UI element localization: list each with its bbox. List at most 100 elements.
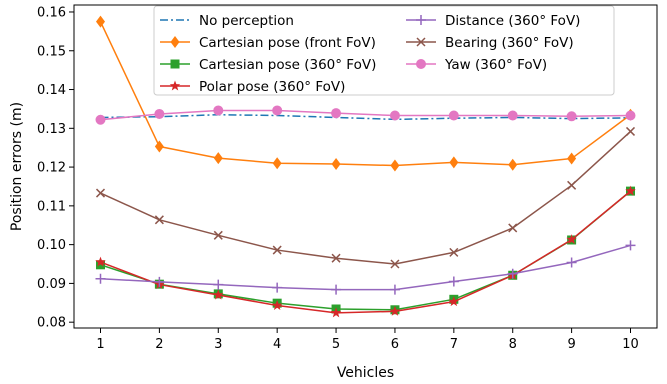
legend-label: Distance (360° FoV) [445, 13, 580, 29]
x-tick-label: 8 [509, 337, 517, 352]
x-tick-label: 3 [214, 337, 222, 352]
data-point [95, 114, 106, 125]
data-point [154, 140, 164, 153]
x-tick-label: 10 [622, 337, 639, 352]
data-point [95, 256, 106, 267]
legend-label: Cartesian pose (front FoV) [199, 35, 376, 51]
x-tick-label: 2 [155, 337, 163, 352]
y-tick-label: 0.11 [37, 199, 66, 214]
y-tick-label: 0.12 [37, 161, 66, 176]
data-point [213, 105, 224, 116]
legend-swatch-marker [169, 80, 181, 91]
y-tick-label: 0.16 [37, 5, 66, 20]
y-axis: 0.08 0.09 0.10 0.11 0.12 0.13 0.14 0.15 0.16 [37, 5, 74, 331]
data-point [508, 223, 518, 233]
legend-label: Polar pose (360° FoV) [199, 79, 345, 95]
x-tick-label: 6 [391, 337, 399, 352]
y-tick-label: 0.10 [37, 238, 66, 253]
legend-swatch-marker [416, 15, 426, 25]
data-point [213, 230, 223, 240]
legend-label: No perception [199, 13, 294, 29]
data-point [95, 273, 106, 284]
x-axis-title: Vehicles [337, 365, 394, 381]
x-tick-label: 9 [567, 337, 575, 352]
legend-label: Bearing (360° FoV) [445, 35, 574, 51]
y-tick-label: 0.08 [37, 316, 66, 331]
data-point [390, 159, 400, 172]
y-tick-label: 0.14 [37, 83, 66, 98]
legend-entry: Polar pose (360° FoV) [160, 79, 345, 95]
data-point [566, 234, 577, 245]
data-point [566, 257, 577, 268]
data-point [448, 296, 460, 307]
legend-entry: Bearing (360° FoV) [406, 35, 574, 51]
data-point [566, 111, 577, 122]
data-point [213, 289, 224, 300]
data-point [213, 279, 224, 290]
data-point [272, 282, 283, 293]
legend-swatch-marker [170, 59, 180, 69]
data-point [331, 157, 341, 170]
data-point [508, 158, 518, 171]
legend-label: Cartesian pose (360° FoV) [199, 57, 376, 73]
x-tick-label: 1 [96, 337, 104, 352]
data-point [448, 110, 459, 121]
series-bearing-360-fov [95, 126, 636, 269]
legend-entry: Distance (360° FoV) [406, 13, 580, 29]
data-point [154, 276, 165, 287]
data-point [625, 185, 636, 196]
legend-entry: No perception [160, 13, 294, 29]
data-point [96, 260, 105, 270]
x-tick-label: 5 [332, 337, 340, 352]
x-tick-label: 4 [273, 337, 281, 352]
data-point [625, 126, 636, 136]
data-point [154, 215, 164, 225]
data-point [331, 284, 342, 295]
series-distance-360-fov [95, 240, 636, 295]
data-point [331, 108, 342, 119]
data-point [507, 268, 518, 279]
series-yaw-360-fov [95, 105, 636, 125]
data-point [272, 245, 282, 255]
data-point [449, 247, 459, 257]
legend: No perception Cartesian pose (front FoV) C… [153, 5, 615, 96]
data-point [390, 259, 400, 269]
data-point [448, 276, 459, 287]
data-point [272, 105, 283, 116]
data-point [567, 152, 577, 165]
data-point [389, 110, 400, 121]
plot-frame [73, 4, 658, 329]
series-line [100, 244, 631, 291]
y-axis-title: Position errors (m) [9, 102, 25, 231]
data-point [331, 253, 341, 263]
x-tick-label: 7 [450, 337, 458, 352]
legend-entry: Cartesian pose (360° FoV) [160, 57, 376, 73]
x-axis: 1 2 3 4 5 6 7 8 9 10 [96, 328, 639, 352]
data-point [96, 15, 105, 28]
legend-swatch-marker [170, 36, 180, 48]
data-point [449, 156, 459, 169]
series-line [99, 21, 631, 167]
data-point [272, 157, 282, 170]
plot-area [95, 15, 636, 318]
legend-entry: Yaw (360° FoV) [406, 57, 547, 73]
legend-swatch-marker [416, 37, 426, 47]
legend-label: Yaw (360° FoV) [444, 57, 547, 73]
y-tick-label: 0.09 [37, 277, 66, 292]
data-point [625, 240, 636, 251]
data-point [271, 300, 283, 310]
y-tick-label: 0.13 [37, 122, 66, 137]
series-line [100, 130, 632, 265]
legend-entry: Cartesian pose (front FoV) [160, 35, 376, 51]
data-point [625, 110, 636, 121]
data-point [389, 284, 400, 295]
data-point [507, 110, 518, 121]
series-cartesian-pose-front-fov [96, 15, 635, 172]
data-point [389, 305, 401, 316]
data-point [95, 188, 106, 198]
data-point [213, 152, 223, 165]
legend-box [153, 5, 615, 96]
data-point [154, 108, 165, 119]
legend-swatch-marker [416, 59, 426, 69]
